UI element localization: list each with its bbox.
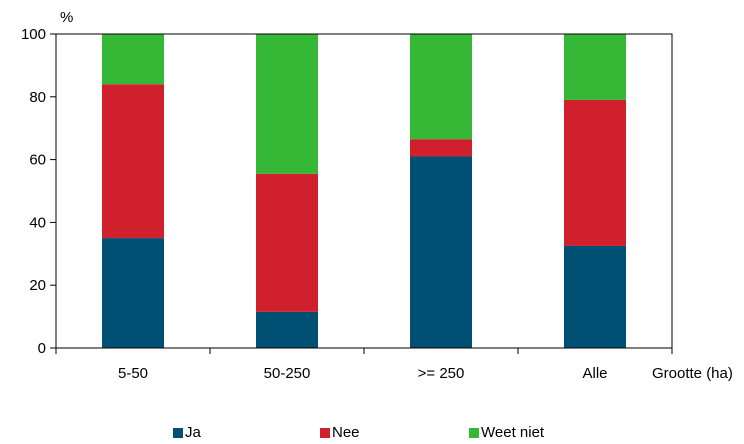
bar-weet-niet-1	[102, 34, 164, 85]
x-tick-label: Alle	[582, 365, 607, 382]
y-tick-label: 60	[29, 152, 46, 169]
bar-ja-4	[564, 245, 626, 348]
bars-group	[102, 34, 626, 348]
x-axis-label: Grootte (ha)	[652, 365, 733, 382]
bar-weet-niet-3	[410, 34, 472, 140]
y-tick-label: 20	[29, 277, 46, 294]
legend-label: Weet niet	[481, 424, 545, 441]
legend-item-nee: Nee	[320, 424, 360, 441]
bar-weet-niet-4	[564, 34, 626, 100]
legend-swatch	[173, 427, 183, 438]
bar-nee-2	[256, 173, 318, 312]
legend-item-ja: Ja	[173, 424, 201, 441]
x-tick-label: 5-50	[118, 365, 148, 382]
y-tick-label: 40	[29, 214, 46, 231]
legend-item-weet-niet: Weet niet	[469, 424, 544, 441]
legend-swatch	[320, 427, 330, 438]
legend-swatch	[469, 427, 479, 438]
bar-ja-2	[256, 311, 318, 348]
x-tick-label: 50-250	[264, 365, 311, 382]
legend-label: Nee	[332, 424, 360, 441]
bar-nee-3	[410, 139, 472, 157]
y-tick-label: 80	[29, 89, 46, 106]
x-tick-label: >= 250	[418, 365, 465, 382]
axes-group: 5-50 50-250 >= 250 Alle 0 20 40 60 80 100	[21, 26, 673, 382]
bar-weet-niet-2	[256, 34, 318, 174]
bar-ja-1	[102, 238, 164, 348]
y-tick-label: 100	[21, 26, 46, 43]
y-axis-label: %	[60, 9, 73, 26]
legend: Ja Nee Weet niet	[0, 424, 744, 444]
legend-label: Ja	[185, 424, 201, 441]
bar-nee-1	[102, 84, 164, 239]
y-tick-label: 0	[38, 340, 46, 357]
bar-ja-3	[410, 156, 472, 348]
bar-nee-4	[564, 99, 626, 246]
